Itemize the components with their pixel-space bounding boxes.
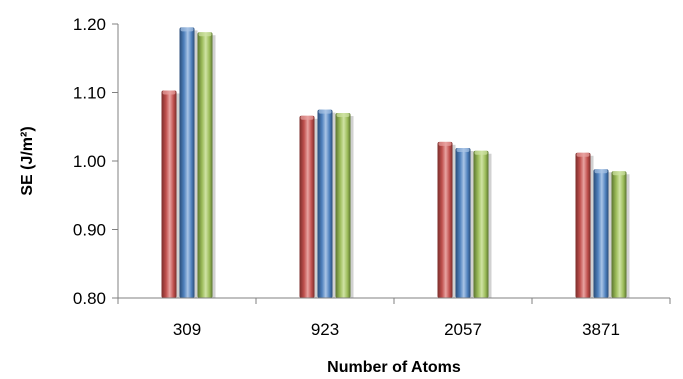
bars-layer (161, 27, 630, 299)
y-tick-label: 1.10 (73, 84, 106, 103)
bar-923-series-2 (317, 109, 333, 298)
x-tick-label: 2057 (444, 320, 482, 339)
bar-cap (594, 169, 608, 174)
bar-923-series-1 (299, 115, 315, 298)
bar-309-series-1 (161, 90, 177, 298)
y-tick-label: 0.80 (73, 289, 106, 308)
bar-2057-series-2 (455, 147, 471, 298)
bar-cap (456, 147, 470, 152)
x-tick-label: 923 (311, 320, 339, 339)
bar-cap (162, 90, 176, 95)
bar-cap (438, 141, 452, 146)
bar-cap (300, 115, 314, 120)
bar-cap (180, 27, 194, 32)
bar-309-series-2 (179, 27, 195, 299)
bar-2057-series-1 (437, 141, 453, 298)
bar-309-series-3 (197, 32, 213, 298)
bar-cap (336, 113, 350, 118)
x-ticks: 309 923 2057 3871 (117, 298, 671, 339)
y-tick-label: 0.90 (73, 221, 106, 240)
x-axis-title: Number of Atoms (327, 359, 461, 376)
bar-3871-series-3 (611, 171, 627, 298)
bar-cap (474, 150, 488, 155)
bar-3871-series-1 (575, 152, 591, 298)
bar-2057-series-3 (473, 150, 489, 298)
y-axis-title: SE (J/m²) (19, 126, 36, 195)
y-tick-label: 1.20 (73, 15, 106, 34)
x-tick-label: 309 (173, 320, 201, 339)
bar-cap (318, 109, 332, 114)
bar-cap (198, 32, 212, 37)
x-tick-label: 3871 (582, 320, 620, 339)
bar-923-series-3 (335, 113, 351, 298)
y-tick-label: 1.00 (73, 152, 106, 171)
y-ticks: 0.80 0.90 1.00 1.10 1.20 (73, 15, 118, 308)
bar-cap (612, 171, 626, 176)
bar-3871-series-2 (593, 169, 609, 298)
bar-cap (576, 152, 590, 157)
